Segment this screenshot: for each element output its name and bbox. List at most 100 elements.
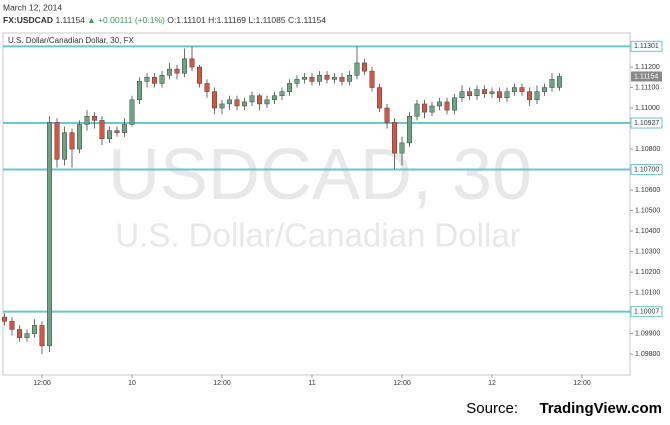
plot: 1.11200 1.11100 1.11000 1.10800 1.10600 1.105… (2, 40, 663, 387)
level-label: 1.10927 (634, 120, 659, 127)
last-price-label: 1.11154 (634, 73, 658, 80)
candle-body (47, 122, 52, 347)
x-tick-label: 10 (128, 380, 136, 387)
candle-body (437, 101, 442, 107)
candle-body (429, 105, 435, 113)
level-label-box (630, 40, 663, 52)
candle-body (257, 95, 262, 105)
candle-body (504, 91, 510, 99)
date: March 12, 2014 (3, 2, 62, 12)
level-label-box (630, 117, 663, 129)
candle-body (467, 91, 472, 96)
candle-body (347, 74, 352, 82)
level-label: 1.10700 (634, 166, 659, 173)
y-tick-label: 1.10100 (635, 289, 660, 296)
candle-body (527, 91, 532, 101)
candle-body (69, 132, 75, 150)
symbol: FX:USDCAD (3, 15, 53, 25)
candle-body (399, 142, 405, 154)
x-tick-label: 12 (488, 380, 496, 387)
candle-body (332, 77, 337, 80)
candle-body (279, 91, 285, 96)
candle-body (182, 58, 187, 74)
level-label: 1.11301 (634, 43, 659, 50)
candle-body (39, 325, 45, 347)
candle-body (302, 77, 307, 80)
high: H:1.11169 (208, 15, 246, 25)
candle-body (17, 329, 22, 338)
candle-body (422, 103, 427, 113)
y-tick-label: 1.10800 (635, 146, 660, 153)
y-tick-label: 1.10200 (635, 269, 660, 276)
x-tick-label: 12:00 (213, 380, 231, 387)
x-tick-label: 12:00 (393, 380, 411, 387)
candle-body (512, 87, 517, 92)
candle-body (152, 77, 157, 84)
candle-body (482, 89, 487, 94)
candle-body (557, 76, 562, 88)
level-label-box (630, 306, 663, 318)
candle-body (534, 91, 540, 101)
y-tick-label: 1.10600 (635, 187, 660, 194)
candle-body (242, 101, 247, 107)
candle-body (84, 115, 90, 125)
candle-body (369, 70, 375, 88)
plot-frame (2, 32, 631, 376)
candle-body (444, 101, 450, 111)
candle-body (9, 321, 15, 330)
chart-title: U.S. Dollar/Canadian Dollar, 30, FX (8, 36, 135, 45)
candle-body (519, 87, 525, 92)
source-label: Source: (466, 400, 518, 417)
candle-body (122, 124, 127, 133)
candle-body (414, 103, 420, 117)
candle-body (549, 79, 555, 88)
candle-body (2, 316, 7, 322)
candle-body (474, 89, 480, 96)
y-tick-label: 1.10500 (635, 207, 660, 214)
watermark: USDCAD, 30 (108, 135, 532, 215)
candle-body (407, 115, 412, 144)
source: TradingView.com (539, 400, 662, 417)
candle-body (174, 68, 180, 74)
candle-body (167, 68, 172, 76)
candle-body (189, 58, 195, 68)
last-price-box (631, 71, 662, 82)
candle-body (54, 122, 60, 160)
candle-body (542, 87, 547, 92)
change: +0.00111 (+0.1%) (98, 15, 165, 25)
candle-body (107, 130, 112, 140)
candle-body (384, 107, 390, 123)
candle-body (362, 62, 367, 72)
candle-body (294, 79, 300, 84)
up-arrow: ▲ (87, 15, 95, 25)
level-label-box (630, 164, 663, 176)
close: C:1.11154 (288, 15, 326, 25)
candle-body (92, 115, 97, 121)
candle-body (339, 77, 345, 82)
candle-body (227, 99, 232, 105)
level-label: 1.10007 (634, 308, 659, 315)
candle-body (204, 83, 210, 92)
candle-body (62, 132, 67, 160)
y-tick-label: 1.09900 (635, 330, 660, 337)
y-tick-label: 1.10400 (635, 228, 660, 235)
candle-body (197, 66, 202, 84)
candle-body (24, 333, 30, 338)
quote-line: FX:USDCAD 1.11154 ▲ +0.00111 (+0.1%) O:1… (3, 15, 326, 25)
candle-body (452, 97, 457, 111)
candle-body (212, 91, 217, 109)
candle-body (354, 62, 360, 76)
candle-body (309, 77, 315, 82)
candle-body (264, 99, 270, 105)
candle-body (324, 74, 330, 80)
y-tick-label: 1.10300 (635, 248, 660, 255)
candle-body (272, 95, 277, 101)
candle-body (144, 77, 150, 82)
x-tick-label: 11 (308, 380, 315, 387)
candle-body (114, 130, 120, 133)
x-tick-label: 12:00 (33, 380, 51, 387)
candle-body (392, 122, 397, 154)
candle-body (159, 74, 165, 84)
candle-body (287, 83, 292, 92)
last-price: 1.11154 (55, 15, 85, 25)
